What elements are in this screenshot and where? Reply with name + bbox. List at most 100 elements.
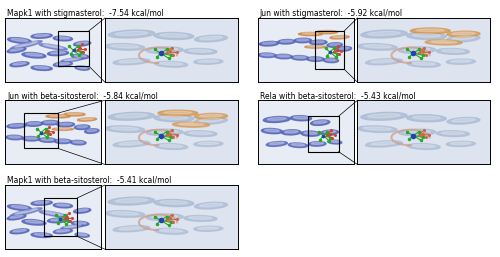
Ellipse shape <box>105 211 144 217</box>
Ellipse shape <box>194 35 228 42</box>
Ellipse shape <box>200 203 222 207</box>
Ellipse shape <box>452 32 475 35</box>
Ellipse shape <box>56 128 70 129</box>
Ellipse shape <box>74 222 86 224</box>
Ellipse shape <box>54 229 72 234</box>
Ellipse shape <box>270 142 284 145</box>
Ellipse shape <box>262 128 282 134</box>
Ellipse shape <box>340 47 349 49</box>
Ellipse shape <box>436 131 470 136</box>
Ellipse shape <box>442 132 464 134</box>
Ellipse shape <box>305 45 326 48</box>
Ellipse shape <box>320 31 334 32</box>
Ellipse shape <box>8 205 32 210</box>
Ellipse shape <box>447 31 480 37</box>
Ellipse shape <box>108 112 154 120</box>
Bar <box>58 31 89 66</box>
Ellipse shape <box>333 36 346 38</box>
Ellipse shape <box>280 40 292 42</box>
Ellipse shape <box>364 127 391 130</box>
Ellipse shape <box>368 31 400 35</box>
Ellipse shape <box>10 229 29 234</box>
Ellipse shape <box>111 44 138 48</box>
Ellipse shape <box>31 34 52 38</box>
Ellipse shape <box>56 62 70 65</box>
Ellipse shape <box>111 127 138 130</box>
Ellipse shape <box>13 62 26 65</box>
Ellipse shape <box>366 141 403 147</box>
Ellipse shape <box>450 60 471 62</box>
Ellipse shape <box>292 143 305 146</box>
Ellipse shape <box>404 48 430 51</box>
Ellipse shape <box>312 41 324 43</box>
Ellipse shape <box>172 122 210 127</box>
Ellipse shape <box>412 62 436 65</box>
Ellipse shape <box>113 141 150 147</box>
Ellipse shape <box>31 201 52 205</box>
Ellipse shape <box>84 129 99 133</box>
Ellipse shape <box>46 115 70 118</box>
Ellipse shape <box>294 38 312 43</box>
Ellipse shape <box>77 66 87 69</box>
Ellipse shape <box>164 111 192 114</box>
Ellipse shape <box>308 45 323 47</box>
Ellipse shape <box>10 48 23 51</box>
Ellipse shape <box>301 131 320 136</box>
Ellipse shape <box>118 59 144 63</box>
Ellipse shape <box>76 209 88 212</box>
Ellipse shape <box>446 141 476 146</box>
Ellipse shape <box>34 201 49 204</box>
Ellipse shape <box>50 115 66 116</box>
Ellipse shape <box>50 218 66 221</box>
Ellipse shape <box>194 59 223 64</box>
Ellipse shape <box>44 44 63 48</box>
Ellipse shape <box>87 129 97 132</box>
Ellipse shape <box>447 35 480 42</box>
Ellipse shape <box>442 49 464 52</box>
Ellipse shape <box>398 47 436 53</box>
Ellipse shape <box>278 55 289 57</box>
Ellipse shape <box>118 142 144 145</box>
Ellipse shape <box>15 208 38 214</box>
Ellipse shape <box>72 54 89 59</box>
Ellipse shape <box>321 130 338 135</box>
Ellipse shape <box>264 116 290 123</box>
Ellipse shape <box>447 117 480 124</box>
Ellipse shape <box>74 55 86 57</box>
Ellipse shape <box>146 129 183 136</box>
Ellipse shape <box>407 143 440 150</box>
Ellipse shape <box>189 216 212 219</box>
Text: Rela with beta-sitosterol:  -5.43 kcal/mol: Rela with beta-sitosterol: -5.43 kcal/mo… <box>260 92 416 101</box>
Ellipse shape <box>73 141 84 143</box>
Ellipse shape <box>160 229 183 232</box>
Ellipse shape <box>330 35 349 39</box>
Ellipse shape <box>160 144 183 147</box>
Ellipse shape <box>74 125 90 130</box>
Ellipse shape <box>60 225 84 229</box>
Ellipse shape <box>105 44 144 50</box>
Bar <box>24 113 58 149</box>
Ellipse shape <box>48 51 68 56</box>
Ellipse shape <box>154 115 194 122</box>
Ellipse shape <box>39 138 56 142</box>
Ellipse shape <box>358 126 397 132</box>
Ellipse shape <box>361 30 407 38</box>
Ellipse shape <box>260 41 278 46</box>
Ellipse shape <box>56 230 70 232</box>
Ellipse shape <box>44 121 56 123</box>
Ellipse shape <box>330 140 340 142</box>
Bar <box>308 116 338 152</box>
Ellipse shape <box>398 129 436 136</box>
Ellipse shape <box>52 128 74 130</box>
Ellipse shape <box>412 144 436 147</box>
Text: Jun with stigmasterol:  -5.92 kcal/mol: Jun with stigmasterol: -5.92 kcal/mol <box>260 10 403 19</box>
Ellipse shape <box>416 29 444 32</box>
Ellipse shape <box>436 49 470 54</box>
Ellipse shape <box>39 44 67 50</box>
Ellipse shape <box>39 211 67 217</box>
Ellipse shape <box>108 197 154 205</box>
Ellipse shape <box>54 36 72 41</box>
Text: Mapk1 with stigmasterol:  -7.54 kcal/mol: Mapk1 with stigmasterol: -7.54 kcal/mol <box>8 10 164 19</box>
Ellipse shape <box>324 131 336 133</box>
Ellipse shape <box>194 202 228 209</box>
